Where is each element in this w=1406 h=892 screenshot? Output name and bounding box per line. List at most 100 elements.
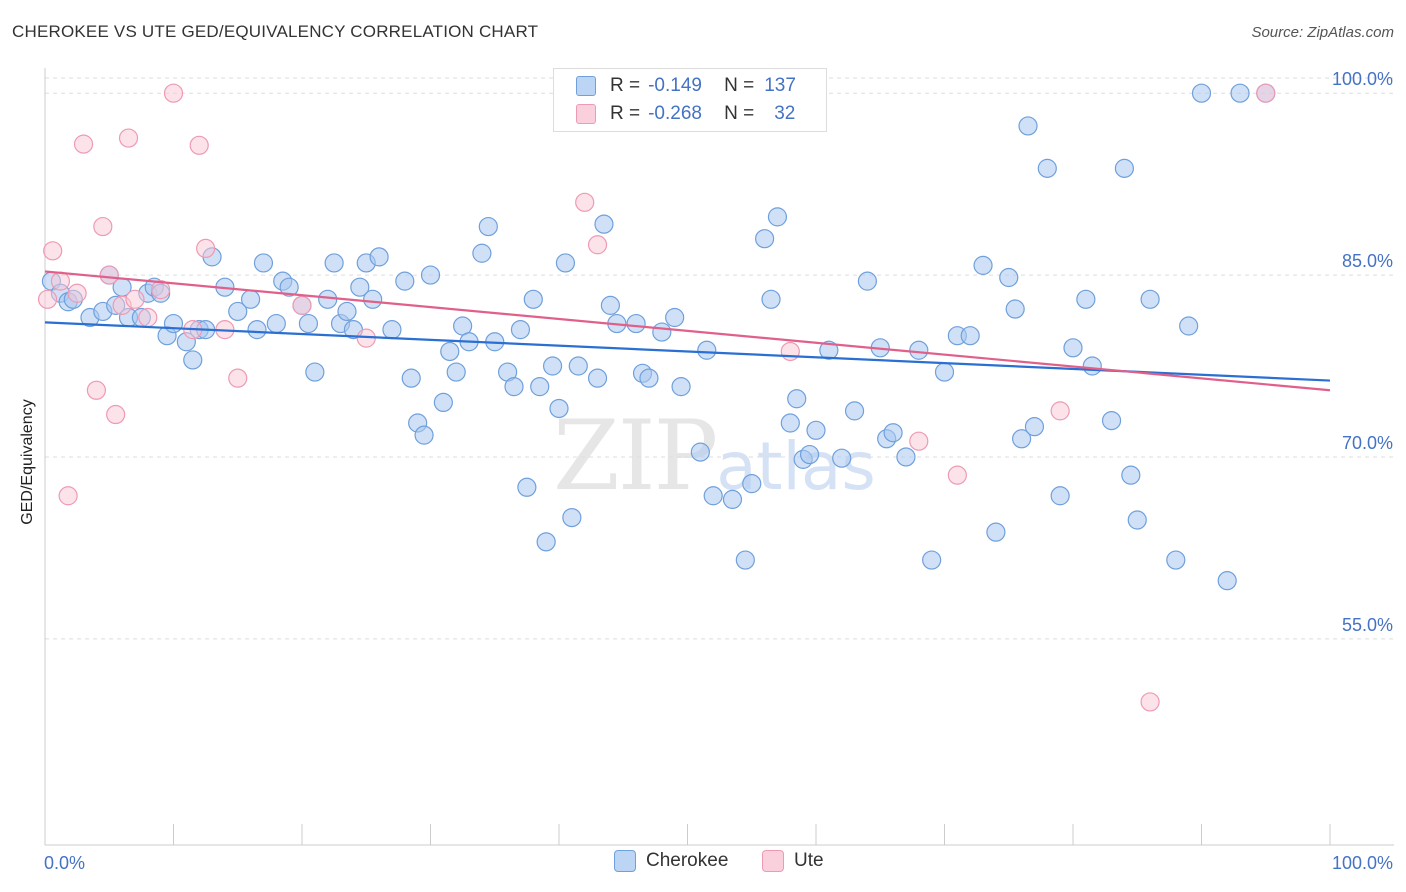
- cherokee-point: [324, 253, 344, 273]
- cherokee-point: [266, 313, 286, 334]
- cherokee-point: [1114, 158, 1135, 178]
- cherokee-point: [382, 320, 402, 340]
- cherokee-point: [934, 362, 955, 382]
- ute-point: [118, 128, 139, 148]
- cherokee-point: [722, 489, 743, 510]
- cherokee-point: [363, 289, 383, 309]
- legend-r-value: -0.268: [648, 103, 702, 124]
- cherokee-point: [305, 362, 325, 382]
- ute-point: [780, 341, 800, 362]
- y-tick-label: 100.0%: [1332, 69, 1393, 89]
- ute-point: [93, 216, 113, 237]
- cherokee-point: [973, 255, 993, 275]
- ute-point: [67, 283, 87, 303]
- legend-n-label: N =: [724, 103, 755, 124]
- cherokee-point: [542, 356, 563, 376]
- cherokee-point: [626, 313, 646, 334]
- cherokee-point: [163, 313, 184, 334]
- cherokee-point: [1024, 417, 1045, 437]
- watermark-zip: ZIP: [553, 400, 718, 512]
- cherokee-point: [1217, 571, 1237, 591]
- cherokee-point: [1101, 410, 1122, 431]
- ute-point: [587, 235, 608, 255]
- ute-point: [86, 380, 107, 400]
- legend-n-label: N =: [724, 75, 755, 96]
- cherokee-point: [844, 401, 865, 421]
- cherokee-point: [639, 368, 659, 388]
- bottom-legend-swatch-cherokee: [614, 850, 636, 872]
- cherokee-point: [337, 301, 357, 322]
- bottom-legend-cherokee: Cherokee: [614, 850, 728, 872]
- cherokee-point: [1082, 356, 1102, 376]
- ute-point: [947, 465, 967, 485]
- cherokee-point: [1063, 338, 1083, 358]
- cherokee-point: [523, 289, 543, 309]
- cherokee-point: [1166, 550, 1186, 570]
- cherokee-point: [799, 444, 820, 465]
- cherokee-point: [703, 486, 723, 506]
- cherokee-point: [909, 340, 929, 360]
- cherokee-point: [761, 289, 781, 309]
- y-tick-label: 85.0%: [1342, 251, 1393, 271]
- cherokee-point: [787, 389, 807, 409]
- x-tick-label: 0.0%: [44, 853, 85, 873]
- cherokee-point: [568, 356, 588, 376]
- ute-point: [106, 404, 126, 425]
- ute-point: [73, 134, 94, 154]
- cherokee-point: [587, 368, 608, 388]
- ute-point: [1256, 83, 1276, 103]
- cherokee-point: [742, 474, 762, 494]
- cherokee-point: [735, 550, 755, 570]
- cherokee-point: [401, 368, 421, 388]
- cherokee-point: [472, 243, 492, 263]
- cherokee-point: [780, 413, 800, 433]
- cherokee-point: [433, 392, 453, 413]
- cherokee-point: [1191, 83, 1212, 103]
- legend-swatch-ute: [576, 104, 596, 124]
- ute-point: [99, 265, 119, 285]
- cherokee-point: [594, 214, 614, 234]
- cherokee-point: [247, 320, 267, 340]
- cherokee-point: [253, 253, 274, 273]
- cherokee-point: [896, 447, 916, 467]
- cherokee-point: [767, 207, 788, 227]
- cherokee-point: [1230, 83, 1250, 103]
- ute-point: [163, 83, 184, 103]
- ute-point: [196, 238, 216, 259]
- cherokee-point: [1121, 465, 1141, 485]
- cherokee-point: [832, 448, 852, 468]
- legend-n-value: 137: [764, 75, 796, 96]
- watermark-atlas: atlas: [716, 428, 876, 505]
- bottom-legend-label-ute: Ute: [794, 850, 824, 871]
- ute-point: [37, 289, 58, 309]
- cherokee-point: [350, 277, 370, 297]
- cherokee-point: [1018, 116, 1038, 136]
- bottom-legend-label-cherokee: Cherokee: [646, 850, 729, 871]
- cherokee-point: [1011, 429, 1032, 449]
- cherokee-point: [510, 320, 531, 340]
- cherokee-point: [754, 229, 775, 249]
- cherokee-point: [395, 271, 415, 291]
- cherokee-point: [1005, 299, 1025, 319]
- ute-point: [138, 307, 158, 328]
- legend-row-cherokee: R = -0.149 N = 137: [576, 72, 796, 100]
- cherokee-point: [857, 271, 878, 291]
- legend-r-label: R =: [610, 103, 641, 124]
- cherokee-point: [420, 265, 441, 285]
- ute-point: [50, 271, 71, 291]
- cherokee-point: [549, 398, 569, 419]
- cherokee-point: [478, 216, 498, 237]
- cherokee-point: [369, 247, 389, 267]
- chart-title: CHEROKEE VS UTE GED/EQUIVALENCY CORRELAT…: [12, 22, 539, 41]
- cherokee-point: [536, 532, 556, 552]
- legend-n-value: 32: [774, 103, 796, 124]
- bottom-legend-ute: Ute: [762, 850, 824, 872]
- cherokee-point: [1050, 486, 1070, 506]
- cherokee-point: [806, 420, 826, 440]
- ute-point: [43, 241, 63, 261]
- y-tick-label: 55.0%: [1342, 615, 1393, 635]
- cherokee-point: [671, 377, 691, 397]
- cherokee-point: [298, 313, 319, 334]
- ute-point: [1140, 692, 1160, 712]
- ute-point: [1050, 401, 1070, 421]
